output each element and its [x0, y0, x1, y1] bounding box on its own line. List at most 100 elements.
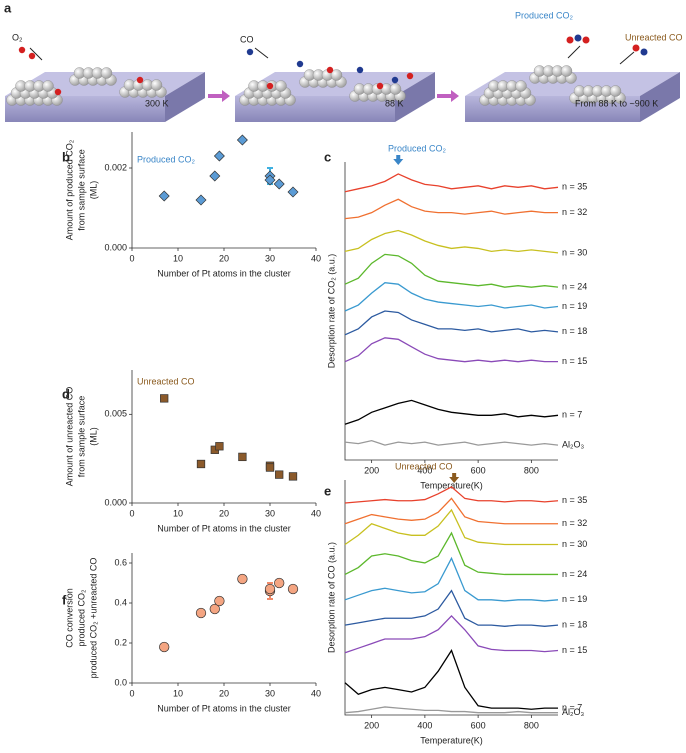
trace	[344, 508, 558, 546]
x-tick-label: 0	[129, 253, 134, 263]
y-axis-label: produced CO₂ +unreacted CO	[88, 558, 98, 679]
trace	[344, 253, 559, 288]
clusters	[6, 34, 648, 106]
legend-label: Al₂O₃	[562, 707, 584, 717]
adsorbate	[18, 46, 26, 54]
trace	[344, 556, 559, 602]
x-tick-label: 10	[173, 508, 183, 518]
legend-label: n = 32	[562, 207, 587, 217]
legend-label: n = 19	[562, 301, 587, 311]
trace	[344, 282, 559, 312]
marker	[238, 452, 247, 462]
trace	[344, 399, 559, 425]
label: From 88 K to ~900 K	[575, 98, 658, 108]
marker	[264, 174, 276, 186]
x-tick-label: 20	[219, 253, 229, 263]
x-tick-label: 20	[219, 508, 229, 518]
label: 300 K	[145, 98, 169, 108]
panel-title: Produced CO₂	[388, 143, 447, 153]
trace	[344, 614, 559, 654]
marker	[214, 595, 225, 607]
x-tick-label: 40	[311, 253, 321, 263]
arrow	[254, 47, 269, 59]
trace	[344, 337, 558, 363]
legend-label: n = 30	[562, 247, 587, 257]
adsorbate	[406, 72, 414, 80]
x-tick-label: 200	[364, 720, 379, 730]
x-tick-label: 30	[265, 253, 275, 263]
label: Unreacted CO	[625, 32, 683, 42]
adsorbate	[356, 66, 364, 74]
atom	[275, 80, 287, 92]
marker	[195, 607, 207, 619]
axis	[344, 162, 558, 461]
marker	[287, 186, 299, 198]
molecule	[566, 36, 574, 44]
x-tick-label: 10	[173, 688, 183, 698]
x-tick-label: 40	[311, 508, 321, 518]
x-tick-label: 10	[173, 253, 183, 263]
marker	[213, 150, 225, 162]
y-axis-label: produced CO₂	[76, 589, 86, 647]
slab	[395, 72, 435, 122]
panel-letter: f	[62, 592, 67, 607]
legend-label: n = 24	[562, 282, 587, 292]
marker	[288, 472, 298, 481]
marker	[287, 583, 299, 595]
legend-label: n = 7	[562, 702, 582, 712]
atom	[560, 65, 573, 77]
panel-a: a O₂ CO 300 K 88 K From 88 K to ~900 K P…	[4, 0, 683, 122]
x-tick-label: 400	[417, 465, 432, 475]
atom	[609, 85, 622, 97]
marker	[265, 463, 275, 472]
x-tick-label: 20	[219, 688, 229, 698]
x-tick-label: 30	[265, 508, 275, 518]
trace	[344, 589, 559, 627]
legend-label: n = 18	[562, 326, 587, 336]
atom	[150, 79, 163, 91]
adsorbate	[391, 76, 399, 84]
marker	[196, 459, 206, 469]
y-axis-label: Amount of unreacted CO	[64, 387, 74, 487]
peak-arrow	[449, 473, 460, 483]
molecule	[640, 48, 648, 56]
atom	[389, 83, 402, 95]
y-tick-label: 0.000	[104, 497, 127, 507]
y-tick-label: 0.005	[104, 409, 127, 419]
x-tick-label: 800	[524, 720, 539, 730]
arrow	[567, 45, 581, 59]
legend-label: Al₂O₃	[562, 439, 584, 449]
marker	[236, 134, 248, 146]
adsorbate	[296, 60, 304, 68]
step-arrow	[437, 90, 459, 102]
adsorbate	[266, 82, 274, 90]
marker	[273, 178, 285, 190]
y-tick-label: 0.0	[114, 677, 127, 687]
marker	[158, 190, 170, 202]
panel-letter: e	[324, 483, 331, 498]
legend-label: n = 35	[562, 182, 587, 192]
legend-label: n = 19	[562, 594, 587, 604]
legend-label: n = 18	[562, 620, 587, 630]
marker	[275, 470, 284, 479]
y-axis-label: (ML)	[88, 427, 98, 446]
x-axis-label: Temperature(K)	[420, 735, 483, 745]
legend-label: n = 35	[562, 495, 587, 505]
axis	[344, 480, 558, 716]
atom	[42, 80, 54, 92]
panel-letter: b	[62, 149, 70, 164]
x-axis-label: Temperature(K)	[420, 480, 483, 490]
marker	[274, 577, 285, 589]
y-tick-label: 0.2	[114, 637, 127, 647]
legend-label: n = 32	[562, 518, 587, 528]
step-arrow	[208, 90, 230, 102]
x-tick-label: 40	[311, 688, 321, 698]
x-tick-label: 800	[524, 465, 539, 475]
panel-letter: d	[62, 386, 70, 401]
arrow	[29, 47, 43, 61]
x-axis-label: Number of Pt atoms in the cluster	[157, 268, 291, 278]
marker	[195, 194, 207, 206]
adsorbate	[326, 66, 334, 74]
atom	[100, 67, 113, 79]
